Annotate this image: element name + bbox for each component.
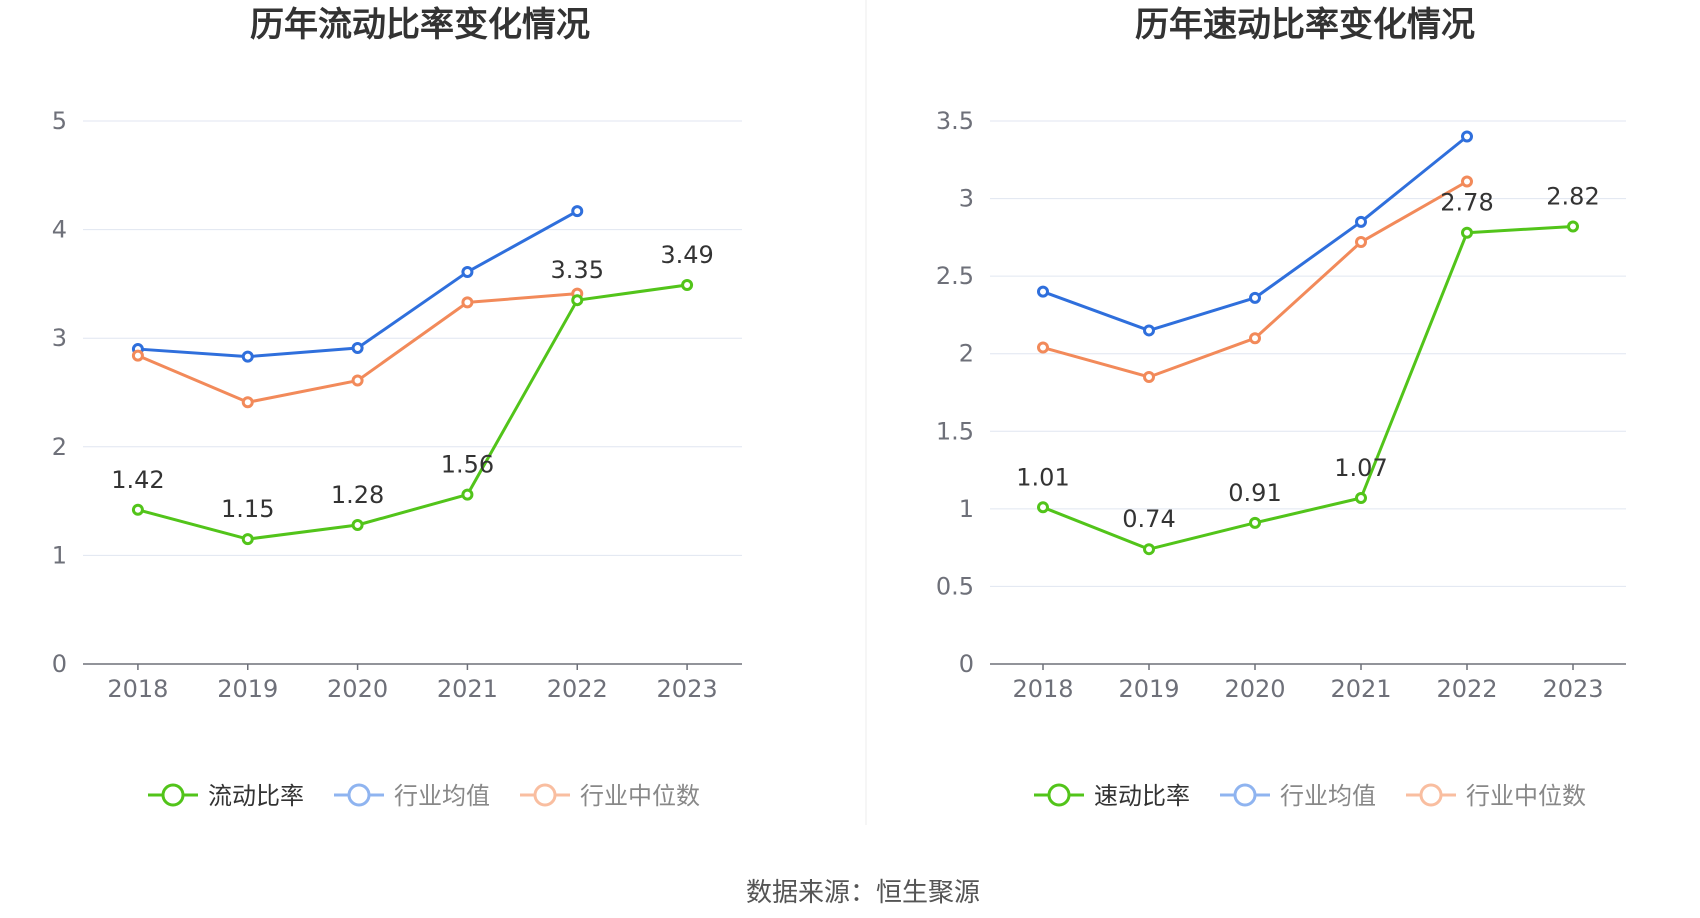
data-label: 1.01 — [1016, 463, 1069, 491]
legend-item: 流动比率 — [148, 782, 304, 810]
data-point — [1355, 491, 1367, 504]
data-point — [1567, 220, 1579, 233]
y-tick-label: 4 — [52, 216, 67, 244]
legend-label: 行业均值 — [1280, 782, 1376, 810]
series-line-0 — [1042, 224, 1574, 551]
chart-title: 历年速动比率变化情况 — [1135, 5, 1475, 45]
data-label: 1.28 — [331, 481, 384, 509]
data-point — [1249, 516, 1261, 529]
data-label: 0.74 — [1122, 505, 1175, 533]
y-tick-label: 5 — [52, 107, 67, 135]
data-point — [1037, 341, 1049, 354]
legend-marker — [1233, 783, 1257, 807]
series-line-0 — [137, 283, 688, 541]
quick-ratio-chart: 历年速动比率变化情况 0 0.5 1 1.5 2 2.5 3 3.5 2018 2019 2020 20… — [936, 5, 1626, 810]
data-label: 1.42 — [111, 466, 164, 494]
y-tick-label: 3 — [959, 185, 974, 213]
data-point — [461, 488, 474, 501]
data-label: 2.78 — [1440, 189, 1493, 217]
data-point — [1143, 543, 1155, 556]
x-tick-label: 2023 — [1542, 675, 1603, 703]
series-line-2 — [1042, 180, 1468, 379]
y-tick-label: 3.5 — [936, 107, 974, 135]
y-tick-label: 1 — [52, 541, 67, 569]
data-point — [1461, 226, 1473, 239]
current-ratio-chart: 历年流动比率变化情况 0 1 2 3 4 5 2018 2019 2020 2021 2022 2023… — [52, 5, 742, 810]
y-tick-label: 0 — [959, 650, 974, 678]
data-point — [461, 265, 474, 278]
data-point — [351, 341, 364, 354]
data-point — [241, 396, 254, 409]
legend-label: 行业中位数 — [1466, 782, 1586, 810]
data-label: 0.91 — [1228, 479, 1281, 507]
y-tick-label: 3 — [52, 324, 67, 352]
legend-marker — [161, 783, 185, 807]
legend-marker — [533, 783, 557, 807]
data-label: 1.15 — [221, 495, 274, 523]
legend-item: 行业均值 — [1220, 782, 1376, 810]
data-point — [1037, 501, 1049, 514]
y-tick-label: 1 — [959, 495, 974, 523]
data-point — [1249, 291, 1261, 304]
x-tick-label: 2021 — [437, 675, 498, 703]
x-tick-label: 2020 — [1224, 675, 1285, 703]
data-label: 1.56 — [441, 451, 494, 479]
legend-label: 行业中位数 — [580, 782, 700, 810]
y-tick-label: 0.5 — [936, 572, 974, 600]
data-point — [571, 294, 584, 307]
data-point — [351, 374, 364, 387]
data-point — [1461, 130, 1473, 143]
x-tick-label: 2019 — [217, 675, 278, 703]
legend-marker — [1419, 783, 1443, 807]
legend-item: 行业中位数 — [1406, 782, 1586, 810]
legend-label: 行业均值 — [394, 782, 490, 810]
x-tick-label: 2020 — [327, 675, 388, 703]
x-tick-label: 2018 — [1012, 675, 1073, 703]
data-point — [131, 349, 144, 362]
data-label: 2.82 — [1546, 182, 1599, 210]
legend-marker — [1047, 783, 1071, 807]
data-point — [1355, 215, 1367, 228]
x-tick-label: 2018 — [107, 675, 168, 703]
data-point — [461, 296, 474, 309]
data-point — [1461, 175, 1473, 188]
legend-marker — [347, 783, 371, 807]
legend-item: 速动比率 — [1034, 782, 1190, 810]
data-point — [681, 278, 694, 291]
legend-label: 流动比率 — [208, 782, 304, 810]
chart-title: 历年流动比率变化情况 — [250, 5, 590, 45]
data-point — [131, 503, 144, 516]
data-point — [1037, 285, 1049, 298]
x-tick-label: 2023 — [657, 675, 718, 703]
y-tick-label: 2.5 — [936, 262, 974, 290]
data-point — [351, 518, 364, 531]
data-source: 数据来源：恒生聚源 — [746, 878, 980, 908]
data-point — [1143, 324, 1155, 337]
data-point — [571, 205, 584, 218]
x-tick-label: 2022 — [547, 675, 608, 703]
y-tick-label: 2 — [52, 433, 67, 461]
y-tick-label: 2 — [959, 340, 974, 368]
x-tick-label: 2019 — [1118, 675, 1179, 703]
data-point — [1355, 236, 1367, 249]
data-label: 3.35 — [551, 256, 604, 284]
data-point — [1143, 370, 1155, 383]
data-label: 1.07 — [1334, 454, 1387, 482]
data-point — [241, 350, 254, 363]
data-label: 3.49 — [660, 241, 713, 269]
legend-item: 行业均值 — [334, 782, 490, 810]
x-tick-label: 2022 — [1436, 675, 1497, 703]
data-point — [1249, 332, 1261, 345]
legend-item: 行业中位数 — [520, 782, 700, 810]
legend-label: 速动比率 — [1094, 782, 1190, 810]
y-tick-label: 0 — [52, 650, 67, 678]
data-point — [241, 533, 254, 546]
y-tick-label: 1.5 — [936, 417, 974, 445]
x-tick-label: 2021 — [1330, 675, 1391, 703]
series-line-1 — [137, 209, 578, 359]
